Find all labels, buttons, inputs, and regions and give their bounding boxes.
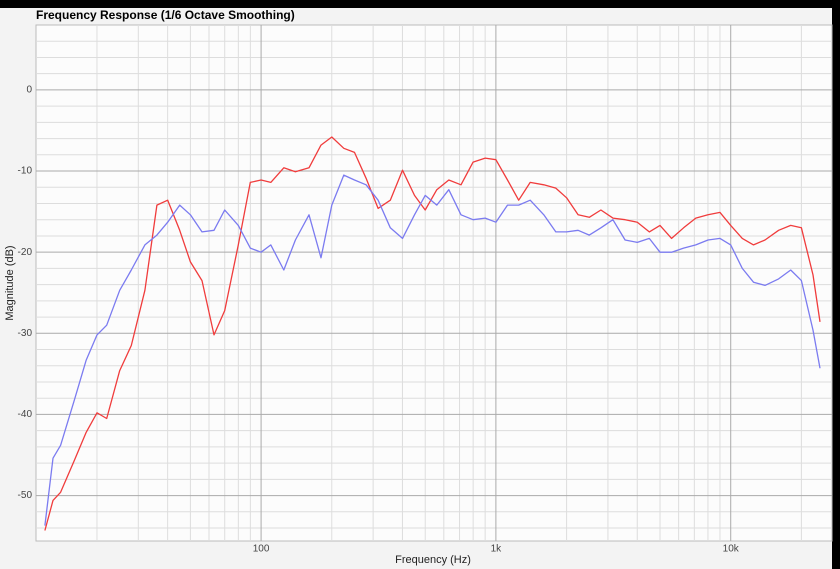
y-tick-label: -20 xyxy=(18,247,33,258)
series-line xyxy=(44,174,821,526)
y-tick-label: 0 xyxy=(26,85,32,96)
plot-area xyxy=(35,24,833,542)
y-axis-label: Magnitude (dB) xyxy=(4,245,16,320)
x-tick-label: 1k xyxy=(491,544,503,555)
y-tick-label: -30 xyxy=(18,328,33,339)
chart-title: Frequency Response (1/6 Octave Smoothing… xyxy=(36,8,295,22)
x-tick-label: 10k xyxy=(723,544,740,555)
y-tick-label: -50 xyxy=(18,490,33,501)
x-tick-label: 100 xyxy=(253,544,270,555)
y-tick-label: -10 xyxy=(18,166,33,177)
y-tick-label: -40 xyxy=(18,409,33,420)
x-axis-label: Frequency (Hz) xyxy=(395,554,471,566)
